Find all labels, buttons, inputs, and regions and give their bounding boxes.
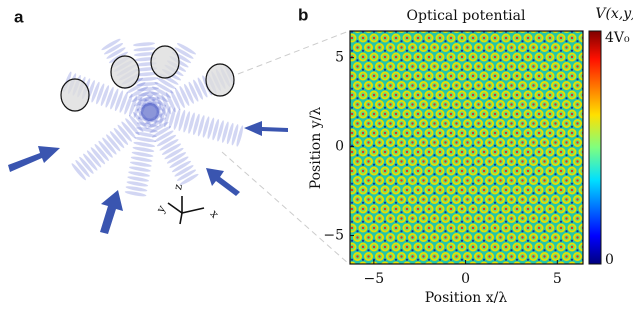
axis-label: y xyxy=(153,202,168,215)
colorbar-title: V(x,y) xyxy=(595,6,633,22)
mirror xyxy=(151,46,179,78)
mirror xyxy=(61,79,89,111)
axis-label: x xyxy=(207,208,221,222)
y-tick-label: −5 xyxy=(323,228,344,244)
zoom-line xyxy=(238,31,349,74)
center xyxy=(141,103,159,121)
x-tick-label: 0 xyxy=(461,271,470,287)
wavefront xyxy=(133,42,155,48)
y-tick-label: 5 xyxy=(335,50,344,66)
arrows xyxy=(8,121,288,234)
mirror xyxy=(206,64,234,96)
x-tick-label: 5 xyxy=(553,271,562,287)
y-tick-label: 0 xyxy=(335,139,344,155)
axes-icon xyxy=(168,196,204,224)
wavefront xyxy=(136,76,158,82)
wavefront xyxy=(133,46,155,52)
colorbar xyxy=(589,31,601,264)
y-axis-label: Position y/λ xyxy=(308,107,324,190)
panel-label: a xyxy=(14,7,24,26)
panel-label: b xyxy=(298,5,308,24)
figure: a x y z b Optical potential Position x/λ… xyxy=(0,0,633,312)
potential-map xyxy=(350,31,583,264)
colorbar-tick-label: 0 xyxy=(605,252,614,268)
chart-title: Optical potential xyxy=(407,8,526,24)
x-tick-label: −5 xyxy=(364,271,385,287)
beam-diagram: a x y z xyxy=(8,7,349,264)
colorbar-tick-label: 4V₀ xyxy=(605,30,630,46)
x-axis-label: Position x/λ xyxy=(425,290,508,306)
zoom-line xyxy=(222,152,349,264)
mirror xyxy=(111,56,139,88)
